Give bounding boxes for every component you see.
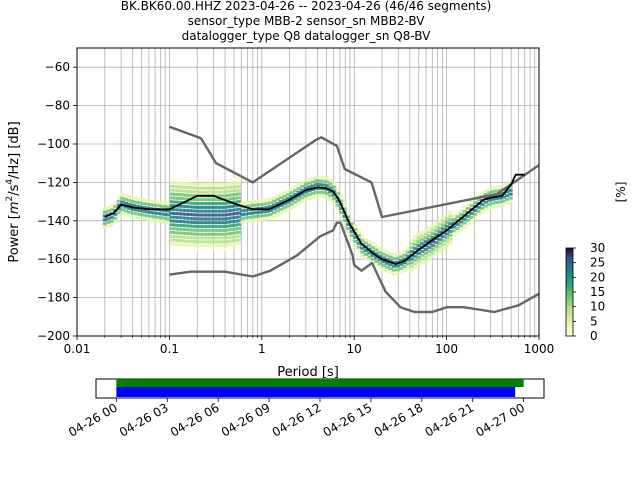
psd-cell <box>194 248 198 251</box>
colorbar-tick-label: 20 <box>590 270 605 284</box>
psd-cell <box>187 178 191 181</box>
x-tick-label: 1 <box>258 342 266 356</box>
x-axis-label: Period [s] <box>277 365 339 380</box>
psd-cell <box>212 248 216 251</box>
y-tick-label: −160 <box>37 252 70 266</box>
psd-cell <box>237 177 241 180</box>
psd-cell <box>230 247 234 250</box>
psd-cell <box>448 211 452 214</box>
y-tick-label: −120 <box>37 175 70 189</box>
psd-cell <box>473 217 477 220</box>
y-axis-label: Power [m2/s4/Hz] [dB] <box>5 121 22 262</box>
psd-cell <box>466 223 470 226</box>
coverage-tick-label: 04-26 09 <box>219 400 273 439</box>
x-tick-label: 100 <box>435 342 458 356</box>
psd-cell <box>332 186 336 189</box>
chart-subtitle-sensor: sensor_type MBB-2 sensor_sn MBB2-BV <box>188 14 426 28</box>
psd-cell <box>237 231 241 234</box>
psd-cell <box>170 246 174 249</box>
psd-cell <box>438 250 442 253</box>
psd-cell <box>413 266 417 269</box>
psd-cell <box>350 218 354 221</box>
psd-cell <box>184 247 188 250</box>
psd-cell <box>508 193 512 196</box>
coverage-tick-label: 04-26 06 <box>168 400 222 439</box>
colorbar-label: [%] <box>614 182 628 203</box>
psd-cell <box>237 239 241 242</box>
y-tick-label: −100 <box>37 137 70 151</box>
x-tick-label: 10 <box>347 342 362 356</box>
colorbar: 051015202530 [%] <box>566 182 628 343</box>
x-tick-label: 1000 <box>524 342 555 356</box>
psd-cell <box>431 255 435 258</box>
psd-cell <box>477 214 481 217</box>
x-axis: 0.01 0.1 1 10 100 1000 <box>64 336 555 356</box>
psd-cell <box>237 246 241 249</box>
coverage-tick-label: 04-26 12 <box>270 400 324 439</box>
psd-cell <box>113 221 117 224</box>
coverage-tick-label: 04-26 00 <box>66 400 120 439</box>
colorbar-tick-label: 0 <box>590 329 598 343</box>
psd-cell <box>237 181 241 184</box>
psd-cell <box>448 238 452 241</box>
colorbar-tick-label: 10 <box>590 300 605 314</box>
psd-cell <box>339 195 343 198</box>
coverage-chart: 04-26 0004-26 0304-26 0604-26 0904-26 12… <box>66 379 544 440</box>
psd-cell <box>508 200 512 203</box>
psd-cell <box>353 224 357 227</box>
y-tick-label: −140 <box>37 214 70 228</box>
psd-cell <box>343 204 347 207</box>
psd-cell <box>237 192 241 195</box>
psd-cell <box>216 179 220 182</box>
psd-cell <box>508 189 512 192</box>
psd-cell <box>237 242 241 245</box>
psd-cell <box>357 230 361 233</box>
psd-cell <box>459 228 463 231</box>
psd-cell <box>329 179 333 182</box>
psd-cell <box>332 182 336 185</box>
y-tick-label: −200 <box>37 329 70 343</box>
psd-cell <box>237 227 241 230</box>
psd-cell <box>237 185 241 188</box>
psd-cell <box>237 196 241 199</box>
colorbar-tick-label: 5 <box>590 314 598 328</box>
coverage-bar-data <box>116 379 523 387</box>
colorbar-tick-label: 15 <box>590 285 605 299</box>
colorbar-tick-label: 25 <box>590 256 605 270</box>
chart-subtitle-datalogger: datalogger_type Q8 datalogger_sn Q8-BV <box>182 29 432 43</box>
coverage-tick-label: 04-27 00 <box>473 400 527 439</box>
coverage-tick-label: 04-26 15 <box>321 400 375 439</box>
psd-cell <box>463 225 467 228</box>
coverage-tick-label: 04-26 18 <box>372 400 426 439</box>
psd-cell <box>110 224 114 227</box>
coverage-bar-psd <box>116 387 515 397</box>
coverage-tick-label: 04-26 03 <box>117 400 171 439</box>
coverage-tick-label: 04-26 21 <box>423 400 477 439</box>
y-tick-label: −180 <box>37 291 70 305</box>
psd-cell <box>237 235 241 238</box>
chart-title: BK.BK60.00.HHZ 2023-04-26 -- 2023-04-26 … <box>121 0 492 13</box>
y-axis: −200 −180 −160 −140 −120 −100 −80 −60 <box>37 60 77 343</box>
psd-cell <box>410 269 414 272</box>
psd-cell <box>336 188 340 191</box>
psd-cell <box>346 212 350 215</box>
colorbar-tick-label: 30 <box>590 241 605 255</box>
psd-cell <box>198 179 202 182</box>
x-tick-label: 0.1 <box>160 342 179 356</box>
psd-cell <box>441 247 445 250</box>
psd-cell <box>508 197 512 200</box>
y-tick-label: −80 <box>45 99 70 113</box>
psd-cell <box>434 252 438 255</box>
psd-cell <box>448 241 452 244</box>
psd-cell <box>470 220 474 223</box>
y-tick-label: −60 <box>45 60 70 74</box>
psd-cell <box>209 179 213 182</box>
psd-cell <box>403 269 407 272</box>
psd-cell <box>237 189 241 192</box>
psd-cell <box>117 215 121 218</box>
x-tick-label: 0.01 <box>64 342 91 356</box>
colorbar-gradient <box>566 248 573 336</box>
